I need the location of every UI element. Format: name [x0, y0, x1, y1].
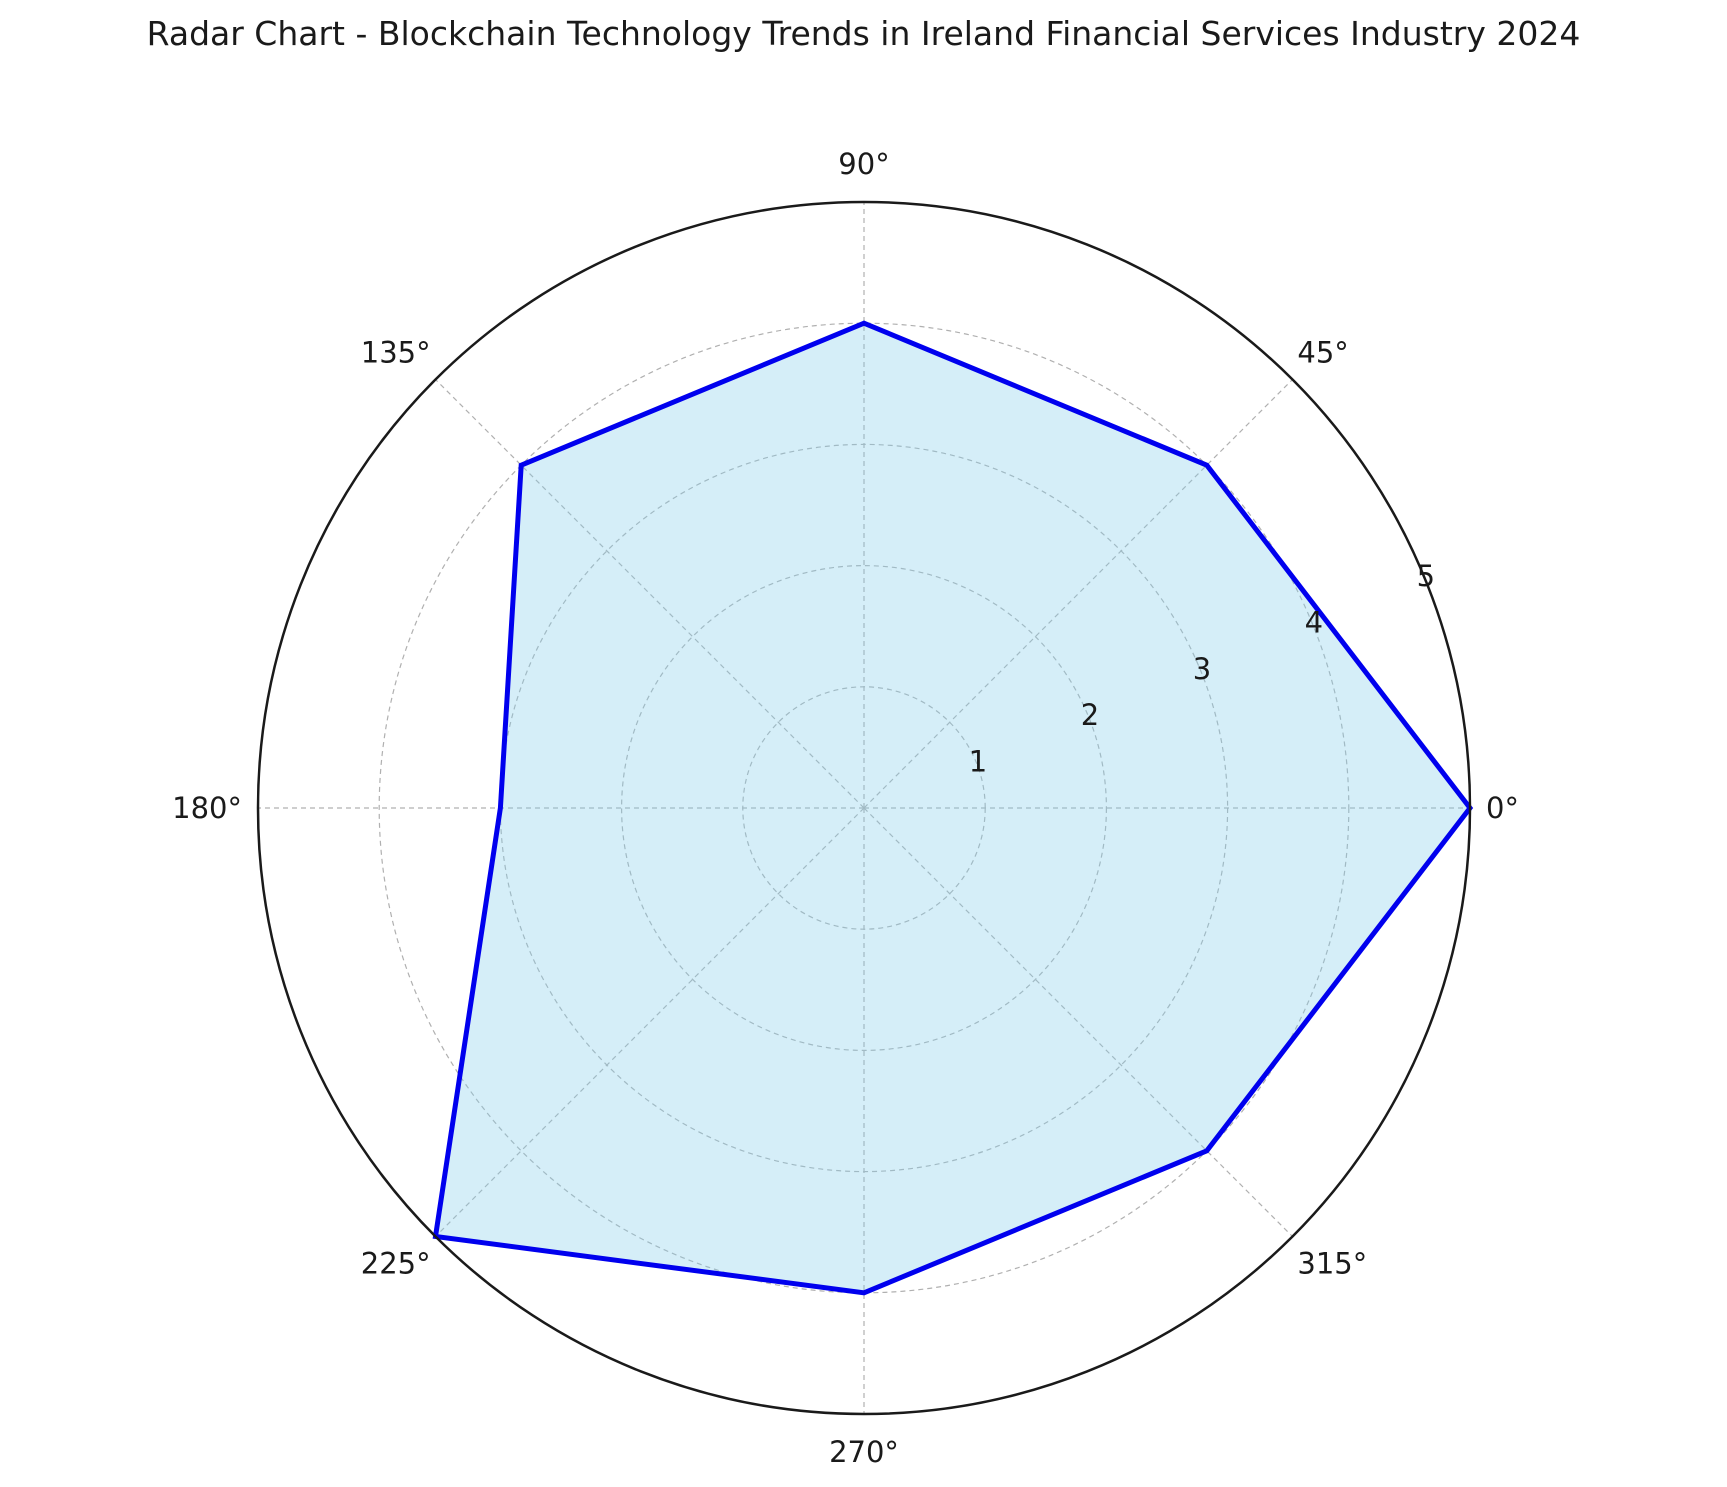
outer-ring — [256, 200, 1472, 1416]
radial-tick-label-5: 5 — [1417, 559, 1435, 593]
angle-tick-label-5: 225° — [361, 1246, 431, 1280]
angular-gridline-3 — [435, 379, 865, 809]
angular-gridline-1 — [863, 379, 1293, 809]
angle-tick-label-3: 135° — [361, 336, 431, 370]
label-layer: 0° 45° 90° 135° 180° 225° 270° 315° 1 2 3 4 5 — [172, 147, 1519, 1469]
angle-tick-label-2: 90° — [838, 147, 889, 181]
angle-tick-label-6: 270° — [829, 1435, 899, 1469]
angle-tick-label-1: 45° — [1297, 336, 1348, 370]
data-area-layer — [432, 320, 1474, 1296]
grid-layer — [257, 201, 1471, 1415]
radial-tick-label-1: 1 — [969, 745, 987, 779]
radial-tick-label-3: 3 — [1193, 652, 1211, 686]
radial-gridline-4 — [378, 322, 1350, 1294]
angle-tick-label-0: 0° — [1486, 791, 1519, 825]
radial-tick-label-4: 4 — [1305, 605, 1323, 639]
angular-gridline-5 — [435, 807, 865, 1237]
radial-gridline-2 — [620, 564, 1107, 1051]
angle-tick-label-4: 180° — [172, 791, 242, 825]
chart-title: Radar Chart - Blockchain Technology Tren… — [146, 14, 1581, 53]
series-fill — [435, 323, 1470, 1293]
angular-gridline-7 — [863, 807, 1293, 1237]
radial-tick-label-2: 2 — [1081, 698, 1099, 732]
angle-tick-label-7: 315° — [1297, 1246, 1367, 1280]
